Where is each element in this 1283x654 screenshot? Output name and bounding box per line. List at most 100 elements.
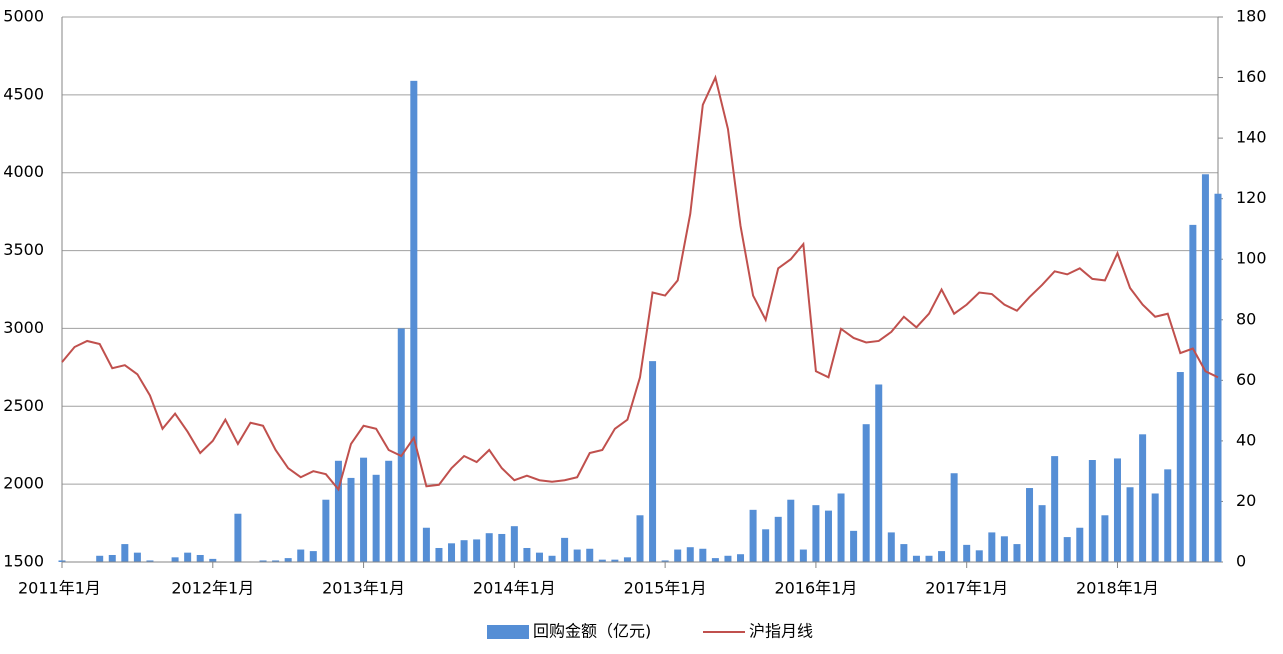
y2-tick-label: 0 (1236, 552, 1246, 571)
bar (1088, 460, 1096, 562)
bar (1038, 505, 1046, 562)
bar (448, 543, 456, 562)
bar (334, 460, 342, 562)
legend-label: 沪指月线 (749, 622, 813, 641)
bar (611, 559, 619, 562)
bar (850, 530, 858, 562)
y-tick-label: 3500 (3, 240, 44, 259)
bar (950, 473, 958, 562)
y2-tick-label: 40 (1236, 430, 1256, 449)
bar (561, 537, 569, 562)
bar (887, 532, 895, 562)
x-tick-label: 2018年1月 (1076, 579, 1159, 598)
x-tick-label: 2017年1月 (925, 579, 1008, 598)
bar (535, 552, 543, 562)
y2-tick-label: 60 (1236, 370, 1256, 389)
bar (234, 513, 242, 562)
x-tick-label: 2011年1月 (18, 579, 101, 598)
bar (837, 493, 845, 562)
bar (121, 544, 129, 562)
bar (749, 509, 757, 562)
bar (1051, 456, 1059, 562)
y-tick-label: 2000 (3, 474, 44, 493)
bar (58, 560, 66, 562)
y2-tick-label: 100 (1236, 249, 1267, 268)
bar (372, 474, 380, 562)
bar (1201, 174, 1209, 562)
y2-tick-label: 160 (1236, 67, 1267, 86)
bar (397, 328, 405, 562)
bar (799, 549, 807, 562)
bar (473, 539, 481, 562)
bar (133, 552, 141, 562)
bar (900, 544, 908, 562)
bar (523, 547, 531, 562)
bar (824, 510, 832, 562)
bar (108, 554, 116, 562)
bar (1164, 469, 1172, 562)
bar (912, 555, 920, 562)
bar (774, 516, 782, 562)
y2-tick-label: 20 (1236, 491, 1256, 510)
bar (938, 551, 946, 562)
bar (699, 548, 707, 562)
legend-swatch (487, 625, 529, 639)
bar (259, 560, 267, 562)
bar (435, 547, 443, 562)
bar (787, 499, 795, 562)
bar (649, 361, 657, 562)
bar (1151, 493, 1159, 562)
bar (762, 529, 770, 562)
y-tick-label: 4500 (3, 84, 44, 103)
y-tick-label: 1500 (3, 552, 44, 571)
bar (711, 558, 719, 562)
y-tick-label: 2500 (3, 396, 44, 415)
bar (1013, 544, 1021, 562)
bar (184, 552, 192, 562)
bar (623, 557, 631, 562)
bar (96, 555, 104, 562)
bar (498, 533, 506, 562)
bar (1189, 224, 1197, 562)
y2-tick-label: 120 (1236, 188, 1267, 207)
x-tick-label: 2015年1月 (624, 579, 707, 598)
bar (548, 555, 556, 562)
bar (1063, 537, 1071, 562)
bar (812, 505, 820, 562)
bar (737, 554, 745, 562)
bar (963, 544, 971, 562)
y2-tick-label: 140 (1236, 128, 1267, 147)
bar (485, 533, 493, 562)
bar (988, 532, 996, 562)
bar (347, 477, 355, 562)
bar (975, 550, 983, 562)
bar (1076, 527, 1084, 562)
y2-tick-label: 80 (1236, 309, 1256, 328)
bar (686, 547, 694, 562)
bar (724, 555, 732, 562)
y-tick-label: 5000 (3, 7, 44, 26)
bar (272, 560, 280, 562)
bar (1113, 458, 1121, 562)
bar (146, 560, 154, 562)
y2-tick-label: 180 (1236, 7, 1267, 26)
bar (309, 551, 317, 562)
bar (1026, 488, 1034, 562)
legend-label: 回购金额（亿元) (533, 622, 651, 641)
bar (1214, 193, 1222, 562)
bar (422, 527, 430, 562)
x-tick-label: 2016年1月 (774, 579, 857, 598)
bar (460, 540, 468, 562)
bar (209, 558, 217, 562)
line (61, 74, 1219, 492)
bar (1126, 487, 1134, 562)
bar (925, 555, 933, 562)
bar (196, 554, 204, 562)
bar (360, 457, 368, 562)
bar (1176, 372, 1184, 562)
y-tick-label: 4000 (3, 162, 44, 181)
x-tick-label: 2012年1月 (171, 579, 254, 598)
bar (410, 80, 418, 562)
bar (573, 549, 581, 562)
